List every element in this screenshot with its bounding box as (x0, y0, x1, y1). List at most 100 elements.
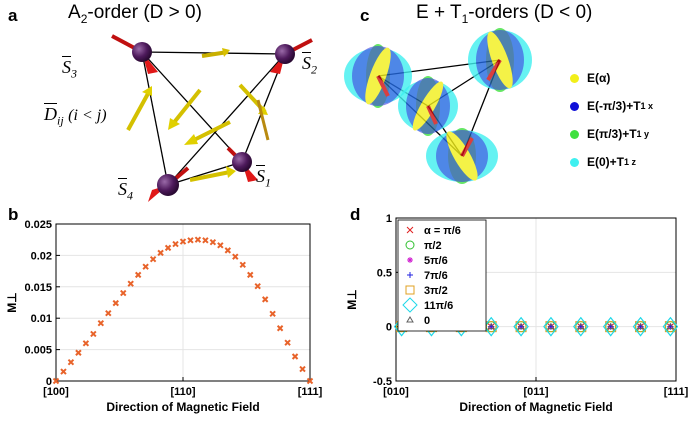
data-point (149, 255, 157, 263)
y-tick-label: 1 (386, 213, 392, 225)
label-d-text: D (44, 103, 57, 124)
legend-item-t1x: E(-π/3)+T 1 x (570, 92, 653, 120)
data-point (97, 320, 105, 327)
data-point (284, 339, 291, 346)
y-axis-label: M⊥ (5, 292, 19, 312)
chart-d: -0.5 0 0.5 1 [010] [011] [111] Direction of Mag… (345, 213, 689, 414)
data-point-triangle (606, 322, 615, 330)
panel-c-title-sub: 1 (461, 11, 469, 26)
tetrahedron-edges (141, 51, 286, 186)
legend-dot (570, 101, 579, 111)
data-point-square (515, 321, 527, 333)
label-d-cond: (i < j) (68, 107, 107, 124)
legend-label: 0 (424, 315, 430, 327)
data-point-diamond (632, 316, 649, 337)
label-s4-sub: 4 (127, 188, 133, 203)
data-point-square (605, 321, 617, 333)
data-point (217, 242, 224, 249)
ellipsoid-cluster-3 (398, 76, 458, 136)
data-point (269, 310, 276, 318)
data-point (134, 271, 142, 279)
data-point (254, 282, 261, 290)
legend-marker (402, 297, 418, 313)
y-tick-label: 0.015 (24, 282, 52, 294)
y-tick-label: 0.01 (31, 313, 52, 325)
data-point (90, 330, 97, 338)
legend-sub: 1 x (640, 101, 654, 111)
data-point-square (575, 321, 587, 333)
data-point (164, 244, 172, 252)
legend-dot (570, 73, 579, 83)
panel-letter-c: c (360, 6, 370, 25)
legend-marker (407, 272, 413, 278)
data-point-square (545, 321, 557, 333)
data-point (75, 349, 82, 356)
data-point-triangle (487, 322, 496, 330)
panel-letter-a: a (8, 6, 18, 25)
ellipsoid-figure (344, 28, 532, 184)
label-s2-sub: 2 (311, 62, 317, 77)
data-point (157, 249, 164, 257)
data-point (224, 247, 232, 254)
legend-sub: 1 z (624, 157, 637, 167)
data-point (247, 271, 254, 279)
data-point (261, 296, 269, 303)
legend-item-e-alpha: E(α) (570, 64, 653, 92)
panel-letter-d: d (350, 205, 361, 224)
data-point-triangle (547, 322, 555, 330)
panel-letter-b: b (8, 205, 19, 224)
label-s1-text: S (256, 165, 265, 186)
label-s3: S3 (62, 56, 77, 82)
label-s1: S1 (256, 165, 271, 191)
y-tick-label: 0.02 (31, 250, 52, 262)
legend-sub: 1 y (636, 129, 650, 139)
data-point (142, 263, 149, 270)
spin-s1 (226, 146, 258, 182)
panel-c-legend: E(α) E(-π/3)+T 1 x E(π/3)+T 1 y E(0)+T 1 z (570, 64, 653, 176)
legend-marker (406, 316, 414, 323)
panel-c-title-rest: -orders (D < 0) (468, 2, 593, 23)
tetrahedron-figure (111, 34, 313, 202)
data-point-square (635, 321, 647, 333)
data-point (172, 240, 179, 248)
data-point-triangle (666, 322, 675, 330)
panel-a-title-main: A (68, 2, 81, 23)
dm-vectors (126, 48, 270, 182)
data-point-diamond (573, 316, 589, 337)
data-point-diamond (513, 316, 529, 337)
legend-label: E(α) (587, 71, 611, 85)
data-point (52, 377, 60, 385)
legend-item-t1y: E(π/3)+T 1 y (570, 120, 653, 148)
legend-marker (405, 285, 415, 295)
data-point (60, 368, 67, 375)
spin-s2 (270, 38, 313, 74)
data-point-diamond (483, 316, 499, 337)
data-point (187, 237, 194, 244)
data-point-triangle (636, 322, 645, 330)
legend-label: 7π/6 (424, 270, 448, 282)
label-s4-text: S (118, 178, 127, 199)
data-point (276, 325, 284, 332)
legend-label: α = π/6 (424, 225, 461, 237)
label-s3-sub: 3 (71, 66, 77, 81)
data-point (232, 253, 239, 260)
data-point (209, 239, 217, 246)
panel-a-title-sub: 2 (80, 11, 88, 26)
x-tick-label: [111] (298, 386, 323, 398)
data-point-triangle (576, 322, 585, 330)
panel-c-title: E + T1-orders (D < 0) (416, 2, 592, 26)
data-point (67, 358, 75, 366)
data-point (105, 309, 112, 317)
legend-marker (406, 226, 414, 234)
legend-label: 11π/6 (424, 300, 453, 312)
spin-s4 (148, 166, 190, 202)
data-point (112, 299, 119, 307)
label-s4: S4 (118, 178, 133, 204)
panel-a-title-rest: -order (D > 0) (87, 2, 202, 23)
data-point-diamond (662, 316, 679, 337)
x-tick-label: [011] (523, 386, 548, 398)
ellipsoid-cluster-4 (426, 128, 498, 184)
y-axis-label: M⊥ (345, 289, 359, 309)
data-point (179, 238, 187, 245)
x-axis-label: Direction of Magnetic Field (459, 400, 612, 414)
